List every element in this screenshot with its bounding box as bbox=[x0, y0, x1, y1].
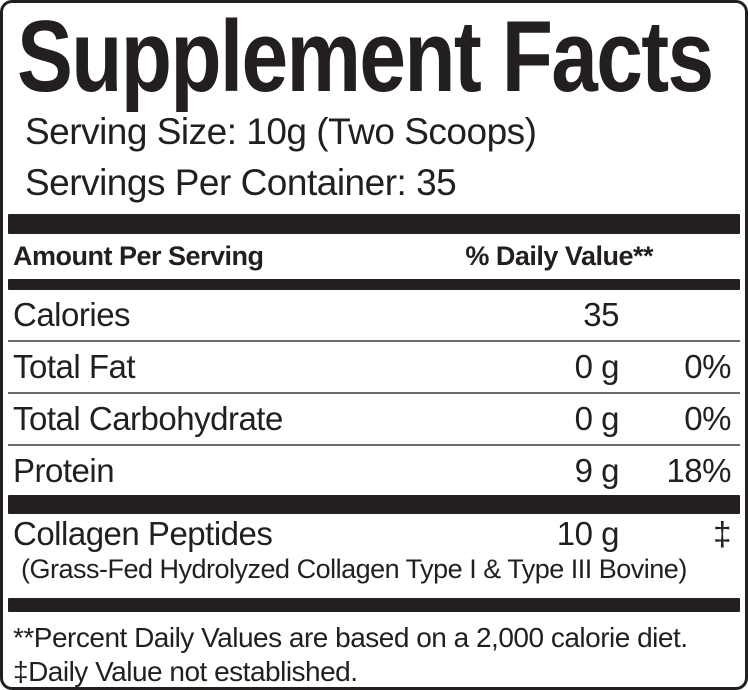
ingredient-row-collagen-peptides: Collagen Peptides 10 g ‡ bbox=[8, 514, 740, 554]
nutrient-amount: 0 g bbox=[574, 400, 620, 437]
ingredient-description: (Grass-Fed Hydrolyzed Collagen Type I & … bbox=[21, 554, 687, 584]
ingredient-name: Collagen Peptides bbox=[13, 515, 273, 552]
ingredient-daily-value: ‡ bbox=[713, 515, 731, 552]
nutrient-row-total-carbohydrate: Total Carbohydrate 0 g 0% bbox=[8, 394, 740, 446]
separator-bar-thick-bottom bbox=[8, 598, 740, 613]
separator-bar-thick-middle bbox=[8, 495, 740, 514]
nutrient-name: Protein bbox=[13, 451, 115, 489]
nutrient-amount: 35 bbox=[583, 296, 619, 333]
footnote-daily-values: **Percent Daily Values are based on a 2,… bbox=[13, 622, 688, 654]
nutrient-amount: 9 g bbox=[574, 451, 620, 489]
daily-value-header: % Daily Value** bbox=[465, 241, 653, 271]
separator-bar-medium bbox=[8, 279, 740, 290]
serving-size-line: Serving Size: 10g (Two Scoops) bbox=[25, 111, 537, 152]
nutrient-amount: 0 g bbox=[574, 348, 620, 385]
amount-per-serving-header: Amount Per Serving bbox=[13, 241, 264, 271]
nutrient-name: Calories bbox=[13, 296, 131, 333]
label-title: Supplement Facts bbox=[17, 1, 714, 113]
nutrient-row-calories: Calories 35 bbox=[8, 290, 740, 342]
nutrient-daily-value: 0% bbox=[684, 400, 731, 437]
column-header-row: Amount Per Serving % Daily Value** bbox=[8, 234, 740, 279]
nutrient-name: Total Fat bbox=[13, 348, 136, 385]
servings-per-container-line: Servings Per Container: 35 bbox=[25, 162, 457, 203]
footnote-not-established: ‡Daily Value not established. bbox=[13, 655, 358, 687]
separator-bar-thick-top bbox=[8, 214, 740, 234]
nutrient-daily-value: 18% bbox=[666, 451, 731, 489]
nutrient-name: Total Carbohydrate bbox=[13, 400, 283, 437]
nutrient-daily-value: 0% bbox=[684, 348, 731, 385]
footnotes: **Percent Daily Values are based on a 2,… bbox=[8, 621, 740, 687]
ingredient-amount: 10 g bbox=[556, 515, 620, 552]
nutrient-row-total-fat: Total Fat 0 g 0% bbox=[8, 342, 740, 394]
nutrient-row-protein: Protein 9 g 18% bbox=[8, 446, 740, 495]
